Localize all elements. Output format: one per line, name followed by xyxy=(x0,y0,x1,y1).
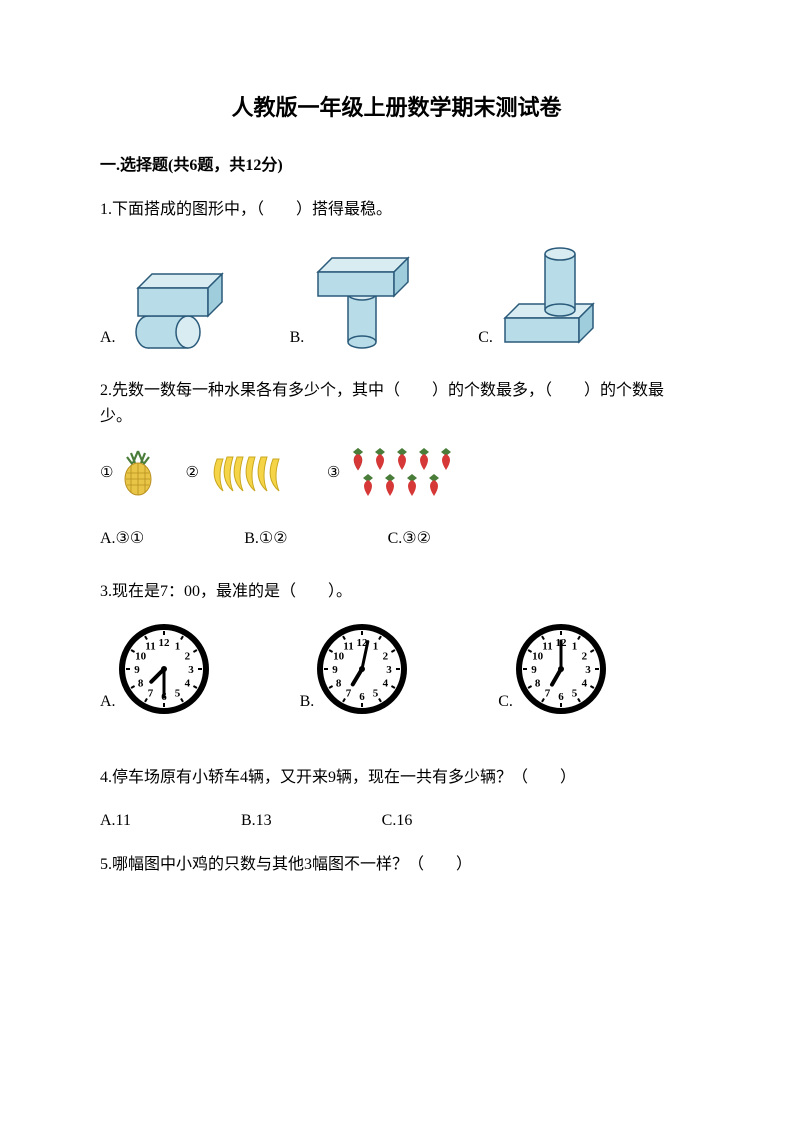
svg-text:4: 4 xyxy=(582,677,588,689)
q3-option-b: B. 123456789101112 xyxy=(300,623,409,715)
question-1: 1.下面搭成的图形中，（ ）搭得最稳。 A. B. xyxy=(100,197,693,351)
q5-text: 5.哪幅图中小鸡的只数与其他3幅图不一样？（ ） xyxy=(100,852,693,878)
q4-options: A.11 B.13 C.16 xyxy=(100,808,693,834)
section-header: 一.选择题(共6题，共12分) xyxy=(100,153,693,179)
svg-text:5: 5 xyxy=(373,687,379,699)
svg-text:6: 6 xyxy=(558,691,564,703)
svg-text:8: 8 xyxy=(336,677,342,689)
q1-options: A. B. xyxy=(100,240,693,350)
svg-text:1: 1 xyxy=(373,640,379,652)
fruit-group-3: ③ xyxy=(327,448,468,498)
svg-text:11: 11 xyxy=(542,640,552,652)
q3-option-c: C. 123456789101112 xyxy=(498,623,607,715)
svg-text:6: 6 xyxy=(359,691,365,703)
q4-text: 4.停车场原有小轿车4辆，又开来9辆，现在一共有多少辆？（ ） xyxy=(100,765,693,791)
circle-num: ② xyxy=(185,461,198,485)
svg-text:1: 1 xyxy=(174,640,180,652)
pineapple-icon xyxy=(121,449,155,497)
q4-option-c: C.16 xyxy=(382,808,413,834)
q2-option-c: C.③② xyxy=(388,526,431,552)
svg-text:2: 2 xyxy=(383,650,389,662)
svg-text:12: 12 xyxy=(158,637,170,649)
svg-text:9: 9 xyxy=(332,664,338,676)
svg-text:7: 7 xyxy=(346,687,352,699)
q1-text: 1.下面搭成的图形中，（ ）搭得最稳。 xyxy=(100,197,693,223)
q3-text: 3.现在是7：00，最准的是（ ）。 xyxy=(100,579,693,605)
circle-num: ③ xyxy=(327,461,340,485)
fruit-group-1: ① xyxy=(100,449,155,497)
clock-a-icon: 123456789101112 xyxy=(118,623,210,715)
svg-text:5: 5 xyxy=(572,687,578,699)
option-label: B. xyxy=(290,325,305,351)
q3-option-a: A. 123456789101112 xyxy=(100,623,210,715)
svg-text:7: 7 xyxy=(545,687,551,699)
svg-text:4: 4 xyxy=(184,677,190,689)
q3-options: A. 123456789101112 B. 123456789101112 C.… xyxy=(100,623,693,715)
svg-text:5: 5 xyxy=(174,687,180,699)
svg-text:1: 1 xyxy=(572,640,578,652)
shape-b-icon xyxy=(308,250,418,350)
svg-text:2: 2 xyxy=(582,650,588,662)
bananas-icon xyxy=(207,451,297,495)
svg-text:8: 8 xyxy=(137,677,143,689)
svg-text:3: 3 xyxy=(585,664,591,676)
svg-text:3: 3 xyxy=(386,664,392,676)
q1-option-b: B. xyxy=(290,250,419,350)
q1-option-a: A. xyxy=(100,260,230,350)
q4-option-a: A.11 xyxy=(100,808,131,834)
option-label: A. xyxy=(100,325,116,351)
question-5: 5.哪幅图中小鸡的只数与其他3幅图不一样？（ ） xyxy=(100,852,693,878)
option-label: A. xyxy=(100,689,116,715)
svg-text:4: 4 xyxy=(383,677,389,689)
question-3: 3.现在是7：00，最准的是（ ）。 A. 123456789101112 B.… xyxy=(100,579,693,715)
strawberries-icon xyxy=(348,448,468,498)
q4-option-b: B.13 xyxy=(241,808,272,834)
option-label: C. xyxy=(478,325,493,351)
fruit-group-2: ② xyxy=(185,451,296,495)
svg-text:8: 8 xyxy=(535,677,541,689)
svg-text:2: 2 xyxy=(184,650,190,662)
option-label: B. xyxy=(300,689,315,715)
page-title: 人教版一年级上册数学期末测试卷 xyxy=(100,90,693,125)
q2-option-a: A.③① xyxy=(100,526,144,552)
svg-text:7: 7 xyxy=(147,687,153,699)
question-2: 2.先数一数每一种水果各有多少个，其中（ ）的个数最多，（ ）的个数最少。 ① … xyxy=(100,378,693,551)
q2-fruits: ① ② ③ xyxy=(100,448,693,498)
question-4: 4.停车场原有小轿车4辆，又开来9辆，现在一共有多少辆？（ ） A.11 B.1… xyxy=(100,765,693,834)
option-label: C. xyxy=(498,689,513,715)
svg-text:3: 3 xyxy=(188,664,194,676)
q2-text: 2.先数一数每一种水果各有多少个，其中（ ）的个数最多，（ ）的个数最少。 xyxy=(100,378,693,429)
shape-c-icon xyxy=(497,240,607,350)
q2-options: A.③① B.①② C.③② xyxy=(100,526,693,552)
q1-option-c: C. xyxy=(478,240,607,350)
clock-c-icon: 123456789101112 xyxy=(515,623,607,715)
q2-option-b: B.①② xyxy=(244,526,287,552)
svg-text:9: 9 xyxy=(531,664,537,676)
svg-text:9: 9 xyxy=(134,664,140,676)
svg-text:11: 11 xyxy=(145,640,155,652)
shape-a-icon xyxy=(120,260,230,350)
svg-text:11: 11 xyxy=(344,640,354,652)
clock-b-icon: 123456789101112 xyxy=(316,623,408,715)
circle-num: ① xyxy=(100,461,113,485)
